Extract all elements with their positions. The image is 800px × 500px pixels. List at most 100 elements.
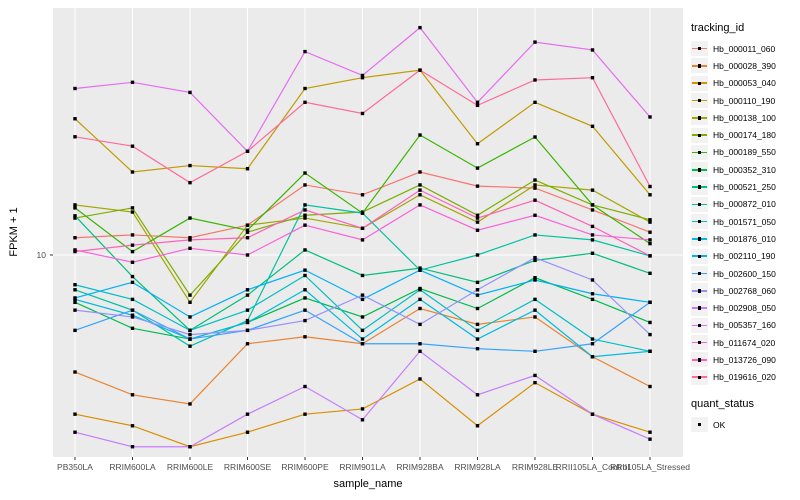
data-point-Hb_000521_250: [360, 273, 365, 278]
data-point-Hb_002110_190: [533, 278, 537, 282]
x-tick-label: RRIM928LE: [511, 462, 559, 472]
data-point-Hb_000011_060: [590, 208, 595, 212]
data-point-Hb_000174_180: [475, 213, 480, 217]
data-point-Hb_002908_050: [73, 430, 77, 434]
legend-key-point-icon: [697, 306, 702, 310]
legend-key-point-icon: [697, 375, 702, 380]
data-point-Hb_005357_160: [73, 86, 77, 91]
legend-entry-label: Hb_002110_190: [713, 251, 776, 262]
data-point-Hb_002768_060: [360, 293, 365, 297]
legend-key-point-icon: [697, 289, 702, 293]
legend-entry-label: Hb_000110_190: [713, 95, 776, 106]
legend-entry-label: Hb_000138_100: [713, 112, 776, 123]
y-tick-label: 10: [36, 250, 46, 260]
data-point-Hb_000138_100: [303, 216, 307, 220]
data-point-Hb_000872_010: [360, 211, 365, 215]
data-point-Hb_000872_010: [590, 238, 595, 242]
legend-key-point-icon: [697, 271, 702, 276]
x-tick-label: RRIM600SE: [223, 462, 272, 472]
legend-key-swatch: [691, 231, 708, 247]
data-point-Hb_011674_020: [533, 213, 537, 217]
data-point-Hb_001876_010: [418, 297, 422, 302]
legend-key-swatch: [691, 58, 708, 74]
data-point-Hb_011674_020: [360, 238, 365, 242]
legend-key-swatch: [691, 41, 708, 57]
data-point-Hb_000138_100: [188, 300, 192, 305]
data-point-Hb_002600_150: [590, 342, 595, 346]
data-point-Hb_002908_050: [418, 349, 422, 353]
legend-key-swatch: [691, 110, 708, 126]
data-point-Hb_005357_160: [590, 48, 595, 52]
data-point-Hb_000011_060: [73, 236, 77, 240]
legend-entry-label: Hb_000053_040: [713, 78, 776, 89]
data-point-Hb_002908_050: [475, 393, 480, 397]
data-point-Hb_000028_390: [130, 393, 135, 397]
data-point-Hb_002908_050: [360, 418, 365, 422]
data-point-Hb_000110_190: [533, 100, 537, 105]
x-tick-label: PB350LA: [57, 462, 93, 472]
data-point-Hb_002600_150: [475, 347, 480, 351]
legend-key-point-icon: [697, 202, 702, 207]
legend-entry-label: Hb_000028_390: [713, 60, 776, 71]
data-point-Hb_000053_040: [418, 377, 422, 381]
legend-entry-Hb_001876_010: Hb_001876_010: [691, 230, 799, 247]
legend-entry-Hb_019616_020: Hb_019616_020: [691, 369, 799, 386]
data-point-Hb_000352_310: [590, 297, 595, 302]
data-point-Hb_002908_050: [130, 445, 135, 449]
data-point-Hb_002110_190: [130, 280, 135, 285]
data-point-Hb_000138_100: [418, 193, 422, 197]
data-point-Hb_000028_390: [418, 306, 422, 311]
legend-quant-status: quant_status OK: [691, 398, 799, 433]
data-point-Hb_000521_250: [418, 266, 422, 270]
data-point-Hb_000174_180: [418, 183, 422, 187]
legend-key-swatch: [691, 317, 708, 333]
y-axis-title: FPKM + 1: [8, 207, 20, 257]
data-point-Hb_005357_160: [533, 40, 537, 44]
legend-key-swatch: [691, 266, 708, 281]
data-point-Hb_019616_020: [418, 68, 422, 72]
data-point-Hb_002768_060: [418, 322, 422, 327]
data-point-Hb_000138_100: [648, 220, 652, 224]
data-point-Hb_000174_180: [648, 218, 652, 222]
legend-key-point-icon: [697, 220, 702, 224]
legend-key-point-icon: [697, 47, 702, 51]
data-point-Hb_000110_190: [590, 124, 595, 129]
legend-entry-Hb_000352_310: Hb_000352_310: [691, 161, 799, 178]
data-point-Hb_002908_050: [533, 373, 537, 378]
data-point-Hb_013726_090: [188, 238, 192, 242]
legend-entry-Hb_000028_390: Hb_000028_390: [691, 57, 799, 74]
data-point-Hb_001571_050: [475, 328, 480, 333]
data-point-Hb_001571_050: [360, 328, 365, 333]
x-tick-label: RRIM600LA: [109, 462, 156, 472]
data-point-Hb_019616_020: [73, 135, 77, 139]
data-point-Hb_001571_050: [533, 297, 537, 302]
data-point-Hb_000053_040: [648, 430, 652, 434]
data-point-Hb_000110_190: [648, 193, 652, 197]
data-point-Hb_013726_090: [475, 216, 480, 220]
x-tick-label: RRIM928BA: [396, 462, 444, 472]
data-point-Hb_000521_250: [533, 258, 537, 263]
legend-key-point-icon: [697, 341, 702, 345]
data-point-Hb_000872_010: [245, 318, 250, 323]
data-point-Hb_000011_060: [130, 233, 135, 237]
legend-entry-label: Hb_000521_250: [713, 182, 776, 193]
data-point-Hb_011674_020: [590, 233, 595, 237]
data-point-Hb_002768_060: [648, 332, 652, 337]
data-point-Hb_000028_390: [73, 370, 77, 374]
data-point-Hb_001876_010: [533, 308, 537, 312]
legend-key-point-icon: [697, 98, 702, 103]
legend-key-point-icon: [697, 185, 702, 189]
legend-entry-Hb_002908_050: Hb_002908_050: [691, 299, 799, 316]
data-point-Hb_000174_180: [130, 206, 135, 210]
data-point-Hb_000011_060: [533, 186, 537, 190]
data-point-Hb_002110_190: [360, 297, 365, 302]
data-point-Hb_002768_060: [303, 318, 307, 323]
data-point-Hb_019616_020: [303, 100, 307, 105]
data-point-Hb_001876_010: [303, 288, 307, 292]
data-point-Hb_002110_190: [188, 315, 192, 319]
data-point-Hb_002600_150: [188, 337, 192, 341]
data-point-Hb_002600_150: [73, 328, 77, 333]
data-point-Hb_000028_390: [475, 322, 480, 327]
data-point-Hb_000110_190: [360, 76, 365, 80]
legend-entry-label: Hb_000872_010: [713, 199, 776, 210]
